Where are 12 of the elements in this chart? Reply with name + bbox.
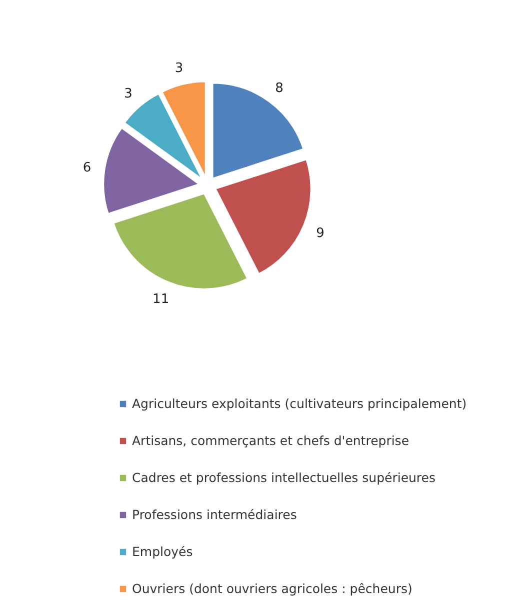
legend-label: Professions intermédiaires bbox=[132, 506, 297, 524]
data-label: 9 bbox=[316, 226, 324, 242]
data-label: 6 bbox=[82, 160, 92, 176]
data-label: 3 bbox=[174, 60, 184, 76]
data-label: 3 bbox=[124, 86, 132, 102]
legend-label: Employés bbox=[132, 542, 193, 561]
legend-label: Cadres et professions intellectuelles supérieures bbox=[132, 468, 436, 487]
legend-label: Agriculteurs exploitants (cultivateurs principalement) bbox=[132, 394, 467, 413]
legend-label: Artisans, commerçants et chefs d'entreprise bbox=[132, 432, 410, 450]
data-label: 11 bbox=[152, 292, 170, 308]
data-label: 8 bbox=[275, 80, 284, 96]
legend-label: Ouvriers (dont ouvriers agricoles : pêcheurs) bbox=[132, 580, 412, 598]
